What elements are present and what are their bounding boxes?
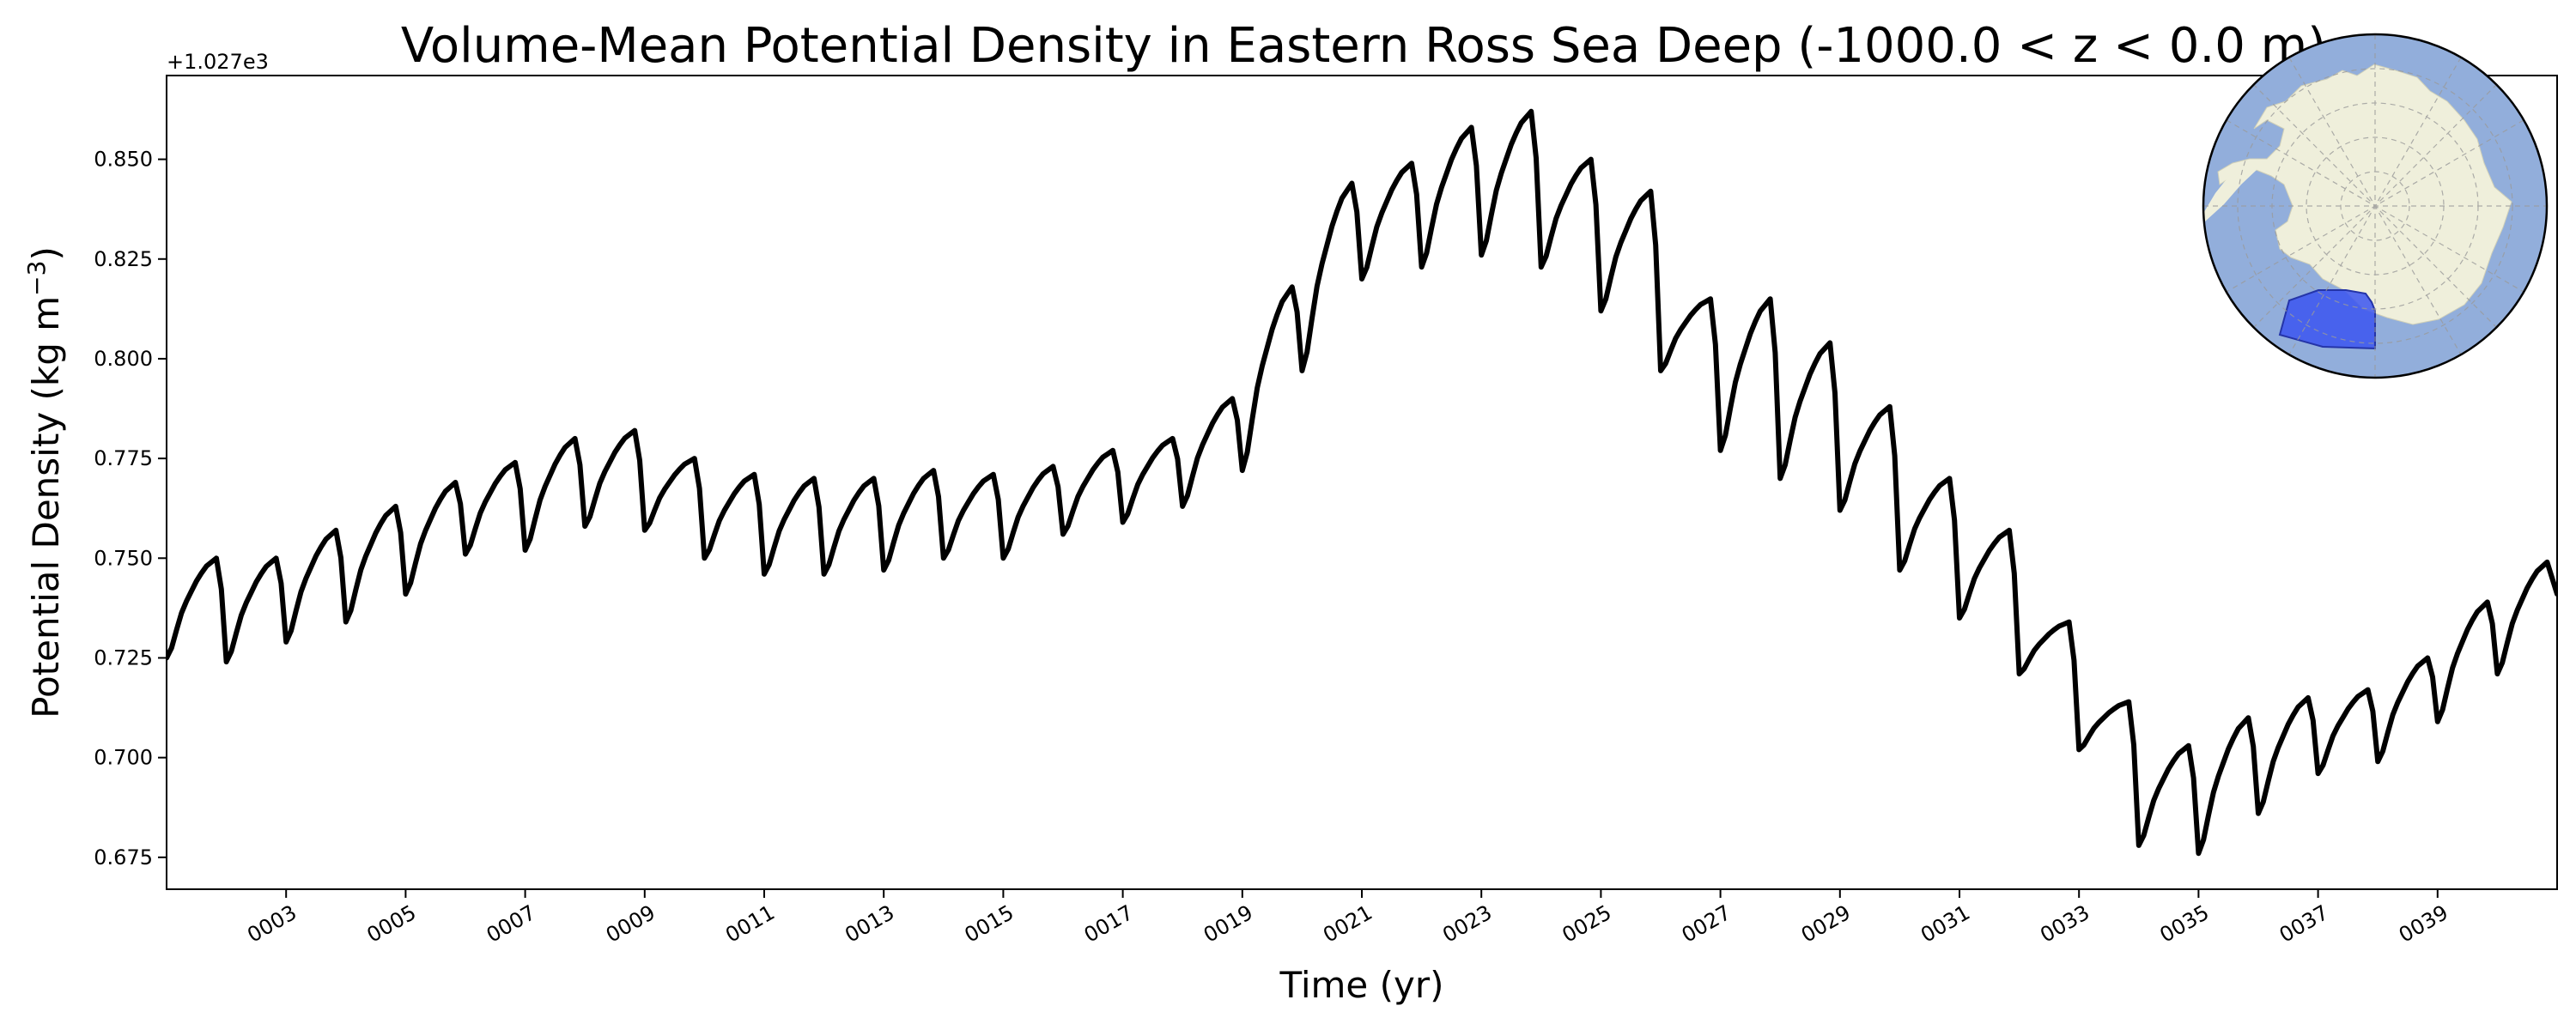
y-tick-label: 0.800 xyxy=(94,347,153,371)
y-tick-label: 0.700 xyxy=(94,746,153,770)
y-tick-label: 0.725 xyxy=(94,645,153,670)
inset-map xyxy=(2202,33,2549,379)
y-tick-label: 0.750 xyxy=(94,546,153,570)
y-axis-ticks: 0.675 0.700 0.725 0.750 0.775 0.800 0.825 0.850 xyxy=(94,148,167,869)
y-tick-label: 0.775 xyxy=(94,446,153,470)
y-tick-label: 0.675 xyxy=(94,845,153,869)
series-line-eastern-ross-sea-deep xyxy=(167,108,2557,857)
y-axis-label-main: Potential Density (kg m xyxy=(25,296,67,718)
y-axis-offset-label: +1.027e3 xyxy=(167,50,269,74)
y-axis-label: Potential Density (kg m−3) xyxy=(22,246,67,718)
ross-sea-region xyxy=(2278,289,2376,350)
x-axis-label: Time (yr) xyxy=(1279,964,1443,1006)
y-tick-label: 0.825 xyxy=(94,247,153,271)
inset-map-gridlines xyxy=(2203,34,2547,378)
y-axis-label-close: ) xyxy=(25,246,67,260)
chart-title: Volume-Mean Potential Density in Eastern… xyxy=(401,18,2326,74)
inset-map-border xyxy=(2202,33,2549,379)
y-tick-label: 0.850 xyxy=(94,148,153,172)
plot-area-frame xyxy=(166,75,2558,890)
y-axis-label-exponent: −3 xyxy=(22,261,51,296)
antarctica-land xyxy=(2217,64,2512,325)
